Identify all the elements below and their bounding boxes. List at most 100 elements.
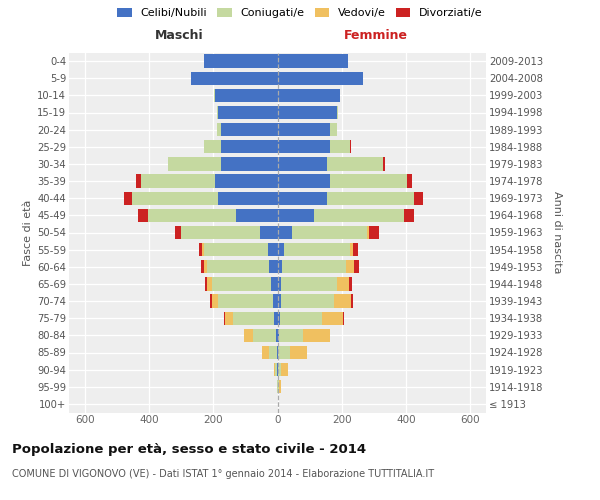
Bar bbox=[322, 312, 343, 325]
Bar bbox=[218, 106, 277, 119]
Bar bbox=[175, 226, 181, 239]
Bar bbox=[331, 140, 350, 153]
Bar bbox=[355, 260, 359, 274]
Bar bbox=[221, 157, 277, 170]
Bar bbox=[236, 208, 277, 222]
Bar bbox=[327, 157, 383, 170]
Bar bbox=[277, 192, 327, 205]
Bar bbox=[181, 226, 260, 239]
Bar bbox=[215, 88, 277, 102]
Bar bbox=[277, 123, 331, 136]
Bar bbox=[277, 208, 314, 222]
Bar bbox=[351, 294, 353, 308]
Bar bbox=[207, 260, 269, 274]
Bar bbox=[276, 328, 277, 342]
Bar bbox=[269, 260, 277, 274]
Bar bbox=[191, 72, 277, 85]
Bar bbox=[277, 294, 281, 308]
Bar bbox=[214, 88, 215, 102]
Y-axis label: Fasce di età: Fasce di età bbox=[23, 200, 33, 266]
Bar bbox=[269, 346, 277, 359]
Bar bbox=[369, 226, 379, 239]
Bar bbox=[274, 363, 275, 376]
Bar bbox=[204, 140, 221, 153]
Bar bbox=[292, 226, 367, 239]
Bar bbox=[383, 157, 385, 170]
Bar bbox=[337, 106, 338, 119]
Bar bbox=[314, 208, 404, 222]
Bar bbox=[303, 328, 331, 342]
Text: Popolazione per età, sesso e stato civile - 2014: Popolazione per età, sesso e stato civil… bbox=[12, 442, 366, 456]
Bar bbox=[124, 192, 131, 205]
Text: COMUNE DI VIGONOVO (VE) - Dati ISTAT 1° gennaio 2014 - Elaborazione TUTTITALIA.I: COMUNE DI VIGONOVO (VE) - Dati ISTAT 1° … bbox=[12, 469, 434, 479]
Bar bbox=[275, 363, 277, 376]
Bar bbox=[207, 277, 212, 290]
Bar bbox=[277, 380, 279, 394]
Bar bbox=[136, 174, 141, 188]
Bar bbox=[327, 192, 414, 205]
Bar bbox=[277, 312, 280, 325]
Bar bbox=[141, 174, 215, 188]
Bar bbox=[278, 346, 290, 359]
Bar bbox=[277, 88, 340, 102]
Bar bbox=[281, 294, 334, 308]
Bar bbox=[217, 123, 221, 136]
Bar bbox=[277, 54, 348, 68]
Bar bbox=[262, 346, 269, 359]
Bar bbox=[233, 312, 274, 325]
Bar bbox=[205, 277, 207, 290]
Bar bbox=[279, 380, 281, 394]
Bar bbox=[331, 123, 337, 136]
Bar bbox=[212, 277, 271, 290]
Bar bbox=[331, 174, 407, 188]
Bar bbox=[277, 243, 284, 256]
Bar bbox=[253, 328, 276, 342]
Text: Maschi: Maschi bbox=[155, 28, 204, 42]
Bar bbox=[279, 328, 303, 342]
Bar bbox=[260, 226, 277, 239]
Bar bbox=[349, 277, 352, 290]
Bar bbox=[277, 346, 278, 359]
Bar bbox=[277, 277, 281, 290]
Bar bbox=[414, 192, 424, 205]
Bar bbox=[271, 277, 277, 290]
Bar bbox=[346, 260, 355, 274]
Bar bbox=[277, 260, 283, 274]
Legend: Celibi/Nubili, Coniugati/e, Vedovi/e, Divorziati/e: Celibi/Nubili, Coniugati/e, Vedovi/e, Di… bbox=[115, 6, 485, 20]
Bar bbox=[221, 140, 277, 153]
Bar bbox=[277, 397, 278, 410]
Bar bbox=[218, 192, 277, 205]
Y-axis label: Anni di nascita: Anni di nascita bbox=[551, 191, 562, 274]
Bar bbox=[343, 312, 344, 325]
Bar bbox=[217, 106, 218, 119]
Bar bbox=[283, 260, 346, 274]
Bar bbox=[334, 294, 351, 308]
Bar bbox=[268, 243, 277, 256]
Bar bbox=[221, 123, 277, 136]
Bar bbox=[274, 312, 277, 325]
Bar bbox=[169, 157, 221, 170]
Bar bbox=[272, 294, 277, 308]
Bar bbox=[224, 312, 233, 325]
Bar bbox=[244, 328, 253, 342]
Bar bbox=[278, 363, 281, 376]
Bar bbox=[277, 328, 279, 342]
Bar bbox=[204, 54, 277, 68]
Bar bbox=[290, 346, 307, 359]
Bar bbox=[350, 140, 351, 153]
Bar bbox=[138, 208, 148, 222]
Bar bbox=[350, 243, 353, 256]
Bar bbox=[277, 174, 331, 188]
Bar bbox=[404, 208, 414, 222]
Bar bbox=[131, 192, 218, 205]
Bar bbox=[337, 277, 349, 290]
Text: Femmine: Femmine bbox=[343, 28, 407, 42]
Bar bbox=[210, 294, 212, 308]
Bar bbox=[277, 106, 337, 119]
Bar bbox=[277, 72, 362, 85]
Bar bbox=[215, 174, 277, 188]
Bar bbox=[277, 363, 278, 376]
Bar bbox=[204, 243, 268, 256]
Bar bbox=[148, 208, 236, 222]
Bar bbox=[212, 294, 218, 308]
